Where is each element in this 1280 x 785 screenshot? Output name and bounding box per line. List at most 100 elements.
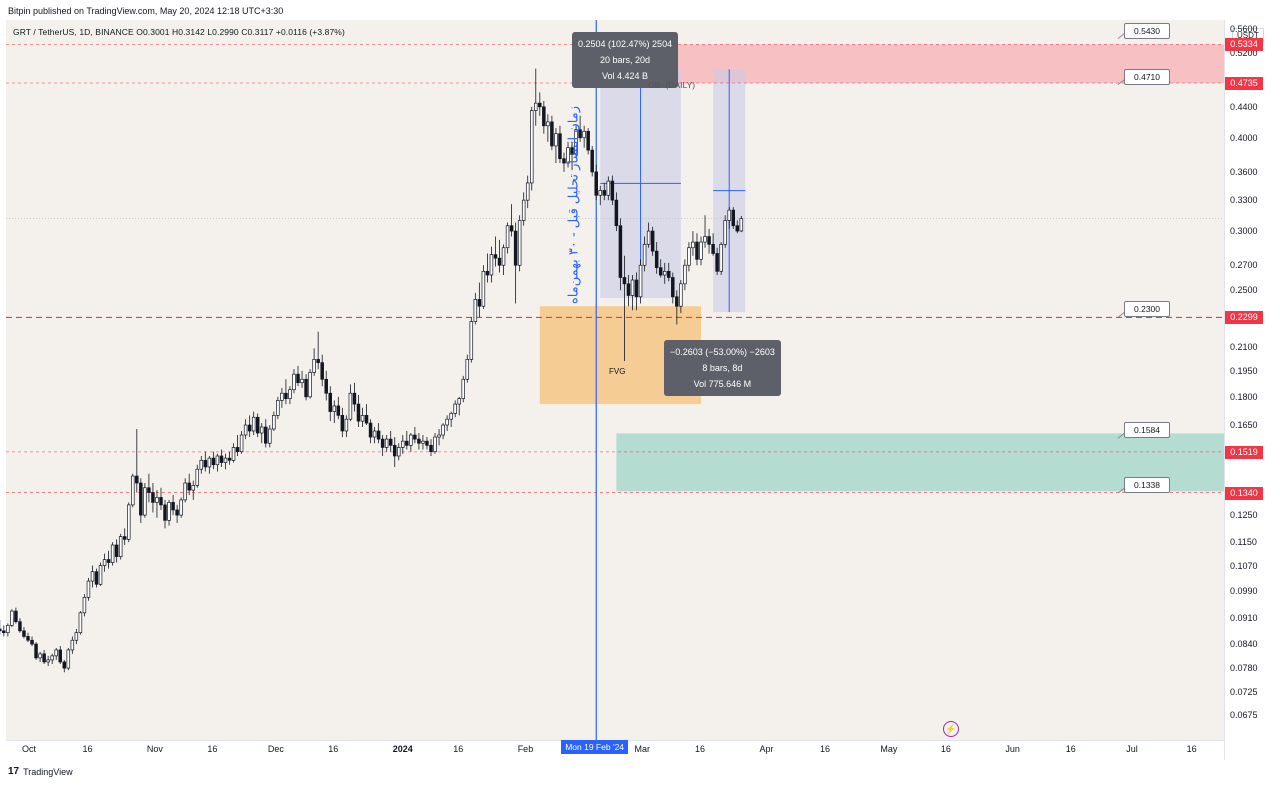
candle-body xyxy=(630,279,635,296)
candle-body xyxy=(376,430,381,440)
candle-body xyxy=(626,283,631,296)
time-tick-label: 16 xyxy=(819,744,830,754)
candle-body xyxy=(167,502,171,521)
time-tick-label: 16 xyxy=(695,744,706,754)
candle-body xyxy=(320,362,324,380)
candle-body xyxy=(288,389,292,399)
time-tick-label: 16 xyxy=(453,744,464,754)
price-callout[interactable]: 0.1584 xyxy=(1124,422,1170,439)
candle-body xyxy=(707,236,711,245)
price-tick-label: 0.3000 xyxy=(1230,226,1258,237)
time-tick-label: Feb xyxy=(517,744,534,754)
price-tick-label: 0.0780 xyxy=(1230,663,1258,674)
time-tick-label: May xyxy=(880,744,898,754)
candle-body xyxy=(614,199,619,227)
price-tick-label: 0.1950 xyxy=(1230,365,1258,376)
price-tick-label: 0.1250 xyxy=(1230,510,1258,521)
tradingview-brand[interactable]: 17 TradingView xyxy=(8,766,73,777)
price-tick-label: 0.1800 xyxy=(1230,391,1258,402)
candle-body xyxy=(243,424,248,436)
price-tick-label: 0.4000 xyxy=(1230,132,1258,143)
candle-body xyxy=(465,359,470,380)
candle-body xyxy=(10,610,14,626)
candle-body xyxy=(30,639,34,645)
price-callout[interactable]: 0.2300 xyxy=(1124,301,1170,318)
candle-body xyxy=(114,544,119,557)
price-tag: 0.5334 xyxy=(1225,38,1263,52)
candle-body xyxy=(493,254,498,259)
candle-body xyxy=(143,487,147,516)
candle-body xyxy=(272,415,276,430)
measure-line: Vol 775.646 M xyxy=(693,379,752,389)
candle-body xyxy=(497,257,502,266)
price-callout[interactable]: 0.1338 xyxy=(1124,477,1170,494)
candle-body xyxy=(215,455,220,466)
candle-body xyxy=(0,628,2,632)
candle-body xyxy=(227,457,232,461)
candle-body xyxy=(74,632,79,641)
candle-body xyxy=(352,392,357,405)
candle-body xyxy=(711,243,715,254)
candle-body xyxy=(662,270,667,276)
candle-body xyxy=(505,225,510,249)
candle-body xyxy=(413,434,417,440)
candle-body xyxy=(562,158,566,164)
flash-icon[interactable]: ⚡ xyxy=(943,721,959,737)
candle-body xyxy=(38,653,42,659)
price-tick-label: 0.4400 xyxy=(1230,101,1258,112)
candle-body xyxy=(646,230,651,245)
tradingview-logo-icon: 17 xyxy=(8,766,20,777)
price-tick-label: 0.0910 xyxy=(1230,613,1258,624)
price-callout[interactable]: 0.5430 xyxy=(1124,22,1170,39)
cursor-date-label: Mon 19 Feb '24 xyxy=(561,740,629,754)
measure-up-info: 0.2504 (102.47%) 2504 20 bars, 20d Vol 4.4… xyxy=(572,32,679,88)
candle-body xyxy=(268,428,272,444)
candle-body xyxy=(18,621,22,632)
price-axis[interactable] xyxy=(1224,20,1280,760)
fvg-label: FVG xyxy=(609,367,626,376)
candle-body xyxy=(509,225,514,232)
candle-body xyxy=(380,438,385,448)
candle-body xyxy=(671,277,675,298)
candle-body xyxy=(239,434,244,453)
candle-body xyxy=(461,378,465,399)
candle-body xyxy=(42,653,46,663)
candle-body xyxy=(638,264,643,298)
candle-body xyxy=(598,190,603,196)
candle-body xyxy=(340,415,345,432)
price-tick-label: 0.1070 xyxy=(1230,560,1258,571)
candle-body xyxy=(324,378,328,394)
ob-label: OB- (DAILY) xyxy=(648,80,696,90)
candle-body xyxy=(135,475,139,484)
candle-body xyxy=(409,434,413,446)
candle-body xyxy=(667,270,671,278)
price-tick-label: 0.2700 xyxy=(1230,260,1258,271)
candle-body xyxy=(715,253,719,272)
candle-body xyxy=(590,149,594,173)
candle-body xyxy=(110,544,115,563)
candle-body xyxy=(421,440,425,444)
candle-body xyxy=(618,225,623,278)
candle-body xyxy=(449,413,453,420)
time-tick-label: Nov xyxy=(146,744,163,754)
price-tick-label: 0.1150 xyxy=(1230,537,1257,548)
candle-body xyxy=(679,283,683,307)
price-callout[interactable]: 0.4710 xyxy=(1124,68,1170,85)
symbol-info: GRT / TetherUS, 1D, BINANCE O0.3001 H0.3… xyxy=(13,27,345,37)
candle-body xyxy=(566,147,570,164)
candle-body xyxy=(159,497,163,506)
candle-body xyxy=(401,440,405,448)
candle-body xyxy=(739,218,744,232)
candle-body xyxy=(90,571,95,582)
candle-body xyxy=(86,580,91,598)
candle-body xyxy=(654,250,659,269)
measure-line: 8 bars, 8d xyxy=(702,363,743,373)
candle-body xyxy=(529,110,534,184)
candle-body xyxy=(368,422,373,438)
candle-body xyxy=(525,182,530,201)
candle-body xyxy=(102,559,107,566)
candle-body xyxy=(538,102,542,108)
candle-body xyxy=(594,171,598,196)
candle-body xyxy=(54,649,58,657)
